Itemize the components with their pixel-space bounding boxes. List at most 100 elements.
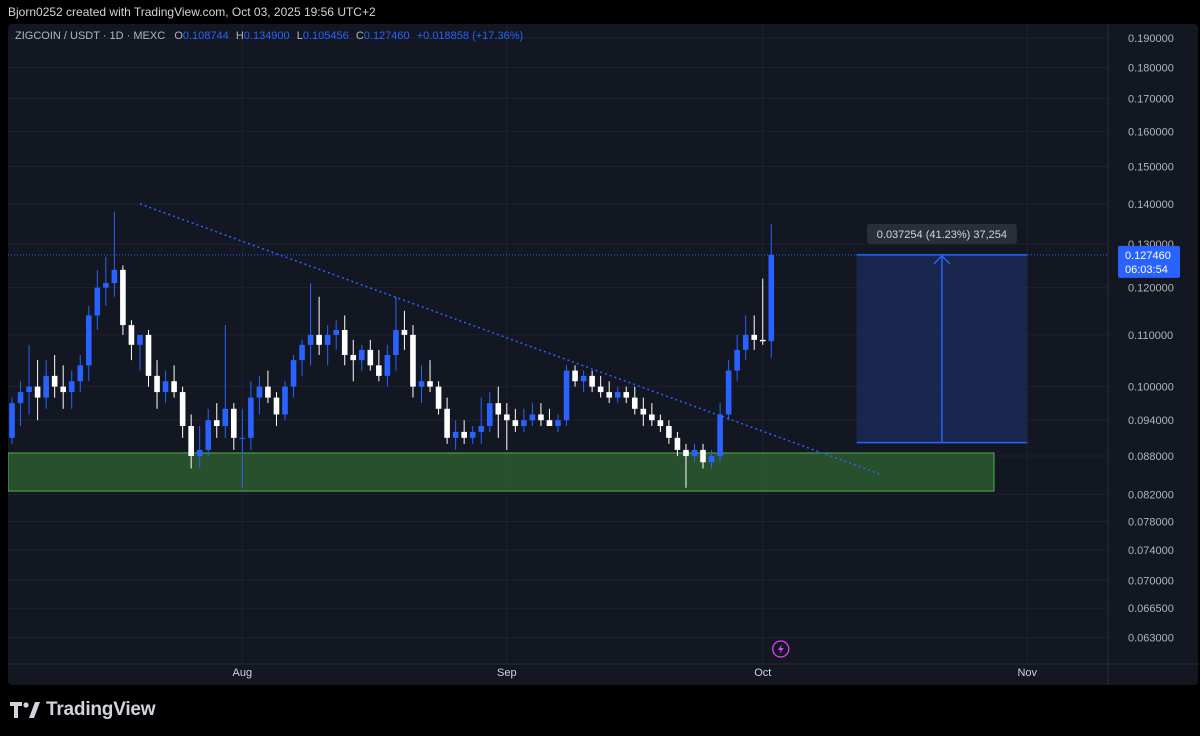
candle-body — [188, 426, 194, 457]
candle-body — [341, 329, 348, 355]
candle-body — [256, 386, 263, 398]
close-key: C — [355, 30, 364, 42]
chart-panel[interactable]: 0.190000 0.180000 0.170000 0.160000 0.150000… — [8, 24, 1198, 685]
candle-body — [316, 334, 322, 345]
candle-body — [418, 381, 425, 387]
price-tick-label: 0.110000 — [1128, 330, 1173, 342]
candle-body — [94, 287, 101, 316]
candle-body — [452, 431, 459, 438]
tradingview-logo[interactable]: TradingView — [10, 699, 156, 721]
candle-body — [68, 381, 75, 393]
brand-name: TradingView — [46, 699, 156, 720]
candle-body — [393, 329, 399, 355]
price-tick-label: 0.100000 — [1128, 382, 1174, 394]
price-tick-label: 0.190000 — [1128, 33, 1174, 45]
low-value: 0.105456 — [302, 30, 349, 42]
candle-body — [614, 392, 621, 398]
support-zone[interactable] — [8, 452, 995, 492]
candle-body — [401, 329, 408, 335]
time-axis-label: Oct — [754, 667, 771, 679]
high-value: 0.134900 — [243, 30, 290, 42]
candle-body — [478, 426, 485, 432]
footer-bar: TradingView — [0, 685, 1200, 736]
countdown-label: 06:03:54 — [1125, 264, 1168, 276]
attribution-bar: Bjorn0252 created with TradingView.com, … — [0, 0, 1200, 24]
price-chart[interactable]: 0.190000 0.180000 0.170000 0.160000 0.150000… — [8, 24, 1198, 685]
candle-body — [239, 437, 246, 439]
candle-body — [486, 403, 493, 427]
candle-body — [546, 420, 553, 427]
time-axis-label: Nov — [1017, 667, 1037, 679]
measure-label-box — [866, 223, 1017, 244]
candle-body — [700, 449, 706, 463]
price-tick-label: 0.120000 — [1128, 283, 1174, 295]
price-tick-label: 0.063000 — [1128, 633, 1174, 645]
price-tick-label: 0.160000 — [1128, 126, 1174, 138]
candle-body — [282, 386, 288, 415]
price-tick-label: 0.170000 — [1128, 93, 1174, 105]
symbol-label: ZIGCOIN / USDT · 1D · MEXC — [15, 30, 166, 42]
open-value: 0.108744 — [182, 30, 229, 42]
price-tick-label: 0.082000 — [1128, 489, 1174, 501]
candle-body — [120, 269, 126, 326]
candle-body — [597, 386, 604, 393]
candle-body — [103, 283, 109, 288]
candle-body — [213, 420, 220, 427]
candle-body — [742, 334, 749, 350]
candle-body — [640, 408, 647, 415]
candle-body — [435, 386, 442, 409]
candle-body — [222, 408, 229, 427]
candle-body — [324, 334, 331, 345]
candle-body — [43, 375, 49, 398]
candle-body — [504, 414, 510, 421]
candle-body — [60, 386, 66, 393]
candle-body — [555, 420, 561, 427]
price-tick-label: 0.140000 — [1128, 199, 1174, 211]
candle-body — [717, 414, 723, 457]
candle-body — [307, 334, 314, 345]
candle-body — [350, 354, 357, 361]
candle-body — [376, 365, 382, 376]
candle-body — [521, 420, 527, 427]
candle-body — [529, 414, 536, 421]
candle-body — [674, 437, 681, 450]
candle-body — [179, 392, 186, 427]
descending-trendline[interactable] — [139, 203, 883, 476]
ohlc-legend: ZIGCOIN / USDT · 1D · MEXC O0.108744 H0.… — [15, 30, 527, 42]
candle-body — [128, 325, 135, 345]
price-tick-label: 0.088000 — [1128, 451, 1174, 463]
price-tick-label: 0.180000 — [1128, 62, 1174, 74]
candle-body — [358, 349, 365, 361]
current-price-badge — [1118, 245, 1180, 278]
candle-body — [708, 456, 715, 463]
candle-body — [751, 334, 758, 340]
candle-body — [427, 381, 433, 387]
candle-body — [631, 397, 638, 409]
candle-body — [538, 414, 544, 421]
change-value: +0.018858 (+17.36%) — [416, 30, 524, 42]
candle-body — [580, 375, 587, 382]
candle-body — [512, 420, 519, 427]
candle-body — [410, 334, 416, 387]
measure-arrow-head — [933, 254, 951, 265]
candle-body — [725, 370, 732, 415]
candle-body — [367, 349, 374, 366]
candle-body — [333, 329, 339, 335]
candle-body — [666, 426, 672, 438]
candle-body — [469, 431, 476, 438]
candle-body — [384, 354, 391, 376]
candle-body — [137, 334, 143, 345]
candle-body — [589, 375, 595, 387]
measure-label: 0.037254 (41.23%) 37,254 — [877, 229, 1007, 241]
candle-body — [495, 403, 502, 415]
lightning-icon[interactable] — [772, 640, 790, 658]
low-key: L — [296, 30, 303, 42]
candle-body — [461, 431, 467, 438]
candle-body — [299, 344, 305, 361]
open-key: O — [174, 30, 183, 42]
candle-body — [154, 375, 160, 393]
candle-body — [273, 397, 280, 415]
price-tick-label: 0.066500 — [1128, 603, 1174, 615]
high-key: H — [235, 30, 244, 42]
price-tick-label: 0.070000 — [1128, 575, 1174, 587]
